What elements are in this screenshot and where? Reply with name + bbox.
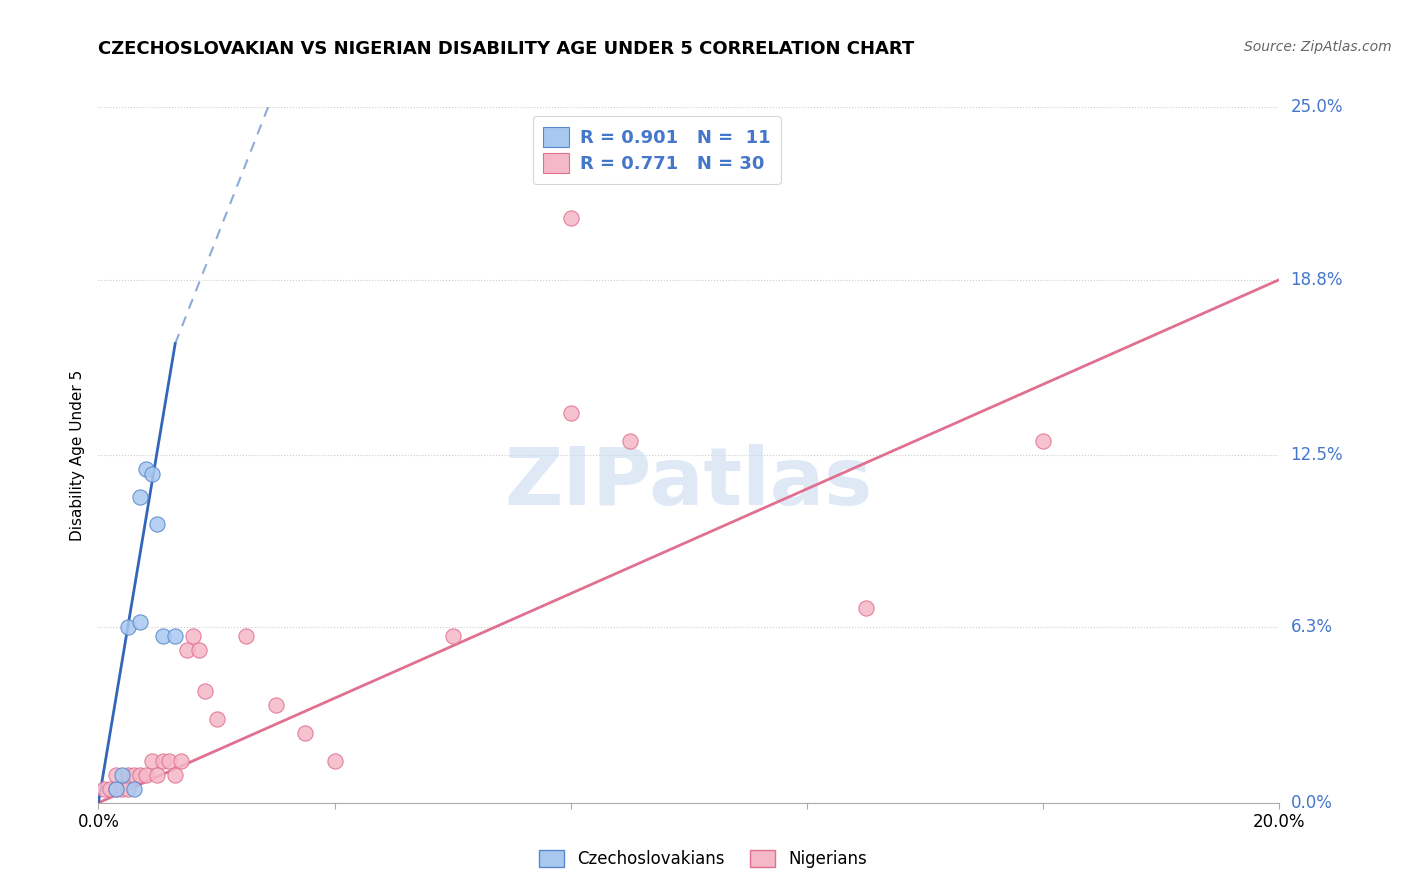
Text: 12.5%: 12.5%	[1291, 446, 1343, 464]
Point	[111, 768, 134, 782]
Point	[146, 517, 169, 532]
Point	[264, 698, 287, 713]
Point	[135, 462, 157, 476]
Point	[165, 629, 187, 643]
Point	[152, 754, 174, 768]
Text: CZECHOSLOVAKIAN VS NIGERIAN DISABILITY AGE UNDER 5 CORRELATION CHART: CZECHOSLOVAKIAN VS NIGERIAN DISABILITY A…	[98, 40, 915, 58]
Point	[122, 768, 145, 782]
Point	[157, 754, 180, 768]
Text: 18.8%: 18.8%	[1291, 270, 1343, 289]
Point	[105, 781, 128, 796]
Point	[187, 642, 209, 657]
Point	[122, 781, 145, 796]
Point	[128, 615, 150, 629]
Point	[235, 629, 257, 643]
Legend: R = 0.901   N =  11, R = 0.771   N = 30: R = 0.901 N = 11, R = 0.771 N = 30	[533, 116, 780, 184]
Point	[141, 754, 163, 768]
Point	[1032, 434, 1054, 448]
Point	[855, 601, 877, 615]
Point	[146, 768, 169, 782]
Point	[560, 211, 582, 226]
Point	[93, 781, 115, 796]
Point	[619, 434, 641, 448]
Point	[323, 754, 346, 768]
Text: ZIPatlas: ZIPatlas	[505, 443, 873, 522]
Legend: Czechoslovakians, Nigerians: Czechoslovakians, Nigerians	[533, 843, 873, 875]
Point	[98, 781, 121, 796]
Point	[560, 406, 582, 420]
Point	[105, 768, 128, 782]
Text: 25.0%: 25.0%	[1291, 98, 1343, 116]
Point	[135, 768, 157, 782]
Point	[441, 629, 464, 643]
Point	[165, 768, 187, 782]
Point	[117, 620, 139, 634]
Point	[111, 781, 134, 796]
Point	[205, 712, 228, 726]
Point	[176, 642, 198, 657]
Point	[128, 768, 150, 782]
Text: 0.0%: 0.0%	[1291, 794, 1333, 812]
Point	[128, 490, 150, 504]
Point	[105, 781, 128, 796]
Point	[117, 768, 139, 782]
Point	[194, 684, 217, 698]
Y-axis label: Disability Age Under 5: Disability Age Under 5	[69, 369, 84, 541]
Point	[170, 754, 193, 768]
Point	[141, 467, 163, 482]
Point	[117, 781, 139, 796]
Text: Source: ZipAtlas.com: Source: ZipAtlas.com	[1244, 40, 1392, 54]
Point	[152, 629, 174, 643]
Point	[294, 726, 316, 740]
Text: 6.3%: 6.3%	[1291, 618, 1333, 637]
Point	[181, 629, 204, 643]
